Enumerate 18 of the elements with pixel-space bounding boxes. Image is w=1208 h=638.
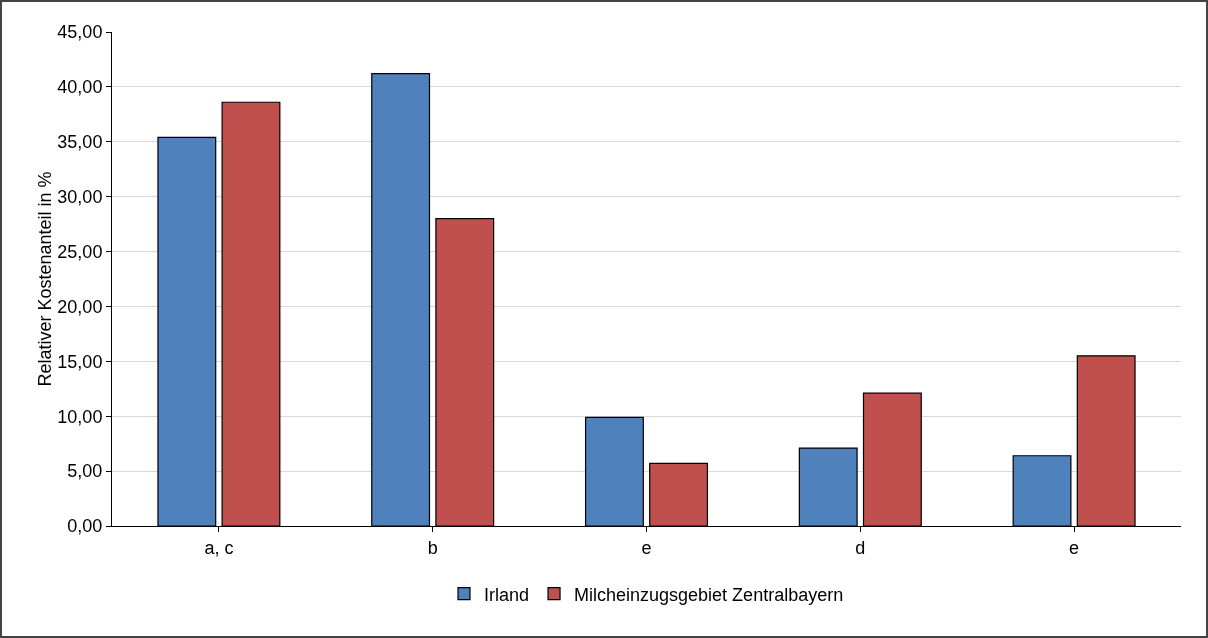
- y-tick-label: 40,00: [57, 77, 103, 98]
- y-tick-label: 5,00: [67, 461, 103, 482]
- x-tick-label: e: [1069, 537, 1080, 558]
- x-tick-label: d: [855, 537, 866, 558]
- y-tick-label: 45,00: [57, 22, 103, 43]
- legend-label: Irland: [484, 584, 530, 605]
- legend-label: Milcheinzugsgebiet Zentralbayern: [574, 584, 844, 605]
- y-tick-label: 25,00: [57, 241, 103, 262]
- y-tick-label: 0,00: [67, 516, 103, 537]
- y-tick-label: 35,00: [57, 132, 103, 153]
- y-tick-label: 30,00: [57, 186, 103, 207]
- y-tick-label: 15,00: [57, 351, 103, 372]
- x-tick-label: e: [641, 537, 652, 558]
- y-axis-title: Relativer Kostenanteil in %: [35, 171, 56, 387]
- x-tick-label: a, c: [204, 537, 234, 558]
- x-tick-label: b: [427, 537, 438, 558]
- y-tick-label: 20,00: [57, 296, 103, 317]
- y-tick-label: 10,00: [57, 406, 103, 427]
